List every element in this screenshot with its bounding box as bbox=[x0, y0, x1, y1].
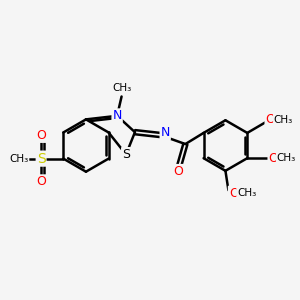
Text: O: O bbox=[266, 113, 275, 126]
Text: O: O bbox=[268, 152, 278, 165]
Text: O: O bbox=[173, 165, 183, 178]
Text: O: O bbox=[229, 187, 239, 200]
Text: CH₃: CH₃ bbox=[9, 154, 28, 164]
Text: CH₃: CH₃ bbox=[277, 153, 296, 163]
Text: N: N bbox=[160, 126, 170, 139]
Text: S: S bbox=[122, 148, 130, 161]
Text: CH₃: CH₃ bbox=[112, 83, 132, 93]
Text: S: S bbox=[37, 152, 46, 166]
Text: CH₃: CH₃ bbox=[274, 115, 293, 124]
Text: O: O bbox=[36, 129, 46, 142]
Text: N: N bbox=[112, 109, 122, 122]
Text: CH₃: CH₃ bbox=[237, 188, 256, 198]
Text: O: O bbox=[36, 175, 46, 188]
